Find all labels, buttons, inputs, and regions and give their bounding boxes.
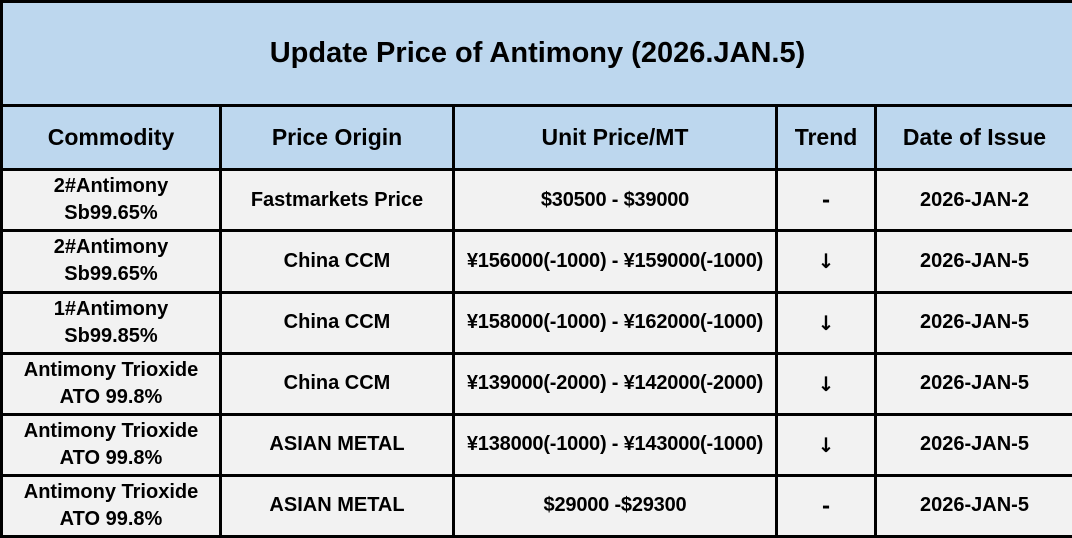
- table-row: Antimony Trioxide ATO 99.8% ASIAN METAL …: [0, 412, 1072, 477]
- price-origin-cell: China CCM: [219, 290, 455, 355]
- commodity-cell: Antimony Trioxide ATO 99.8%: [0, 473, 222, 538]
- title-row: Update Price of Antimony (2026.JAN.5): [0, 0, 1072, 108]
- date-of-issue-cell: 2026-JAN-5: [874, 351, 1072, 416]
- commodity-cell: 1#Antimony Sb99.85%: [0, 290, 222, 355]
- trend-flat-indicator: -: [775, 473, 877, 538]
- page-title: Update Price of Antimony (2026.JAN.5): [0, 0, 1072, 108]
- commodity-cell: Antimony Trioxide ATO 99.8%: [0, 412, 222, 477]
- trend-down-arrow-icon: ↓: [775, 290, 877, 355]
- price-origin-cell: ASIAN METAL: [219, 473, 455, 538]
- table-row: 1#Antimony Sb99.85% China CCM ¥158000(-1…: [0, 290, 1072, 355]
- trend-down-arrow-icon: ↓: [775, 412, 877, 477]
- date-of-issue-cell: 2026-JAN-5: [874, 473, 1072, 538]
- column-header-unit-price: Unit Price/MT: [452, 104, 778, 172]
- column-header-price-origin: Price Origin: [219, 104, 455, 172]
- unit-price-cell: ¥158000(-1000) - ¥162000(-1000): [452, 290, 778, 355]
- date-of-issue-cell: 2026-JAN-2: [874, 168, 1072, 233]
- price-origin-cell: Fastmarkets Price: [219, 168, 455, 233]
- commodity-cell: Antimony Trioxide ATO 99.8%: [0, 351, 222, 416]
- column-header-commodity: Commodity: [0, 104, 222, 172]
- table-row: 2#Antimony Sb99.65% Fastmarkets Price $3…: [0, 168, 1072, 233]
- commodity-cell: 2#Antimony Sb99.65%: [0, 229, 222, 294]
- column-header-trend: Trend: [775, 104, 877, 172]
- unit-price-cell: $29000 -$29300: [452, 473, 778, 538]
- column-header-date-of-issue: Date of Issue: [874, 104, 1072, 172]
- unit-price-cell: ¥139000(-2000) - ¥142000(-2000): [452, 351, 778, 416]
- date-of-issue-cell: 2026-JAN-5: [874, 290, 1072, 355]
- trend-down-arrow-icon: ↓: [775, 229, 877, 294]
- unit-price-cell: $30500 - $39000: [452, 168, 778, 233]
- commodity-cell: 2#Antimony Sb99.65%: [0, 168, 222, 233]
- date-of-issue-cell: 2026-JAN-5: [874, 229, 1072, 294]
- date-of-issue-cell: 2026-JAN-5: [874, 412, 1072, 477]
- unit-price-cell: ¥138000(-1000) - ¥143000(-1000): [452, 412, 778, 477]
- table-row: 2#Antimony Sb99.65% China CCM ¥156000(-1…: [0, 229, 1072, 294]
- price-origin-cell: ASIAN METAL: [219, 412, 455, 477]
- table-header-row: Commodity Price Origin Unit Price/MT Tre…: [0, 104, 1072, 172]
- price-origin-cell: China CCM: [219, 229, 455, 294]
- trend-down-arrow-icon: ↓: [775, 351, 877, 416]
- unit-price-cell: ¥156000(-1000) - ¥159000(-1000): [452, 229, 778, 294]
- table-row: Antimony Trioxide ATO 99.8% ASIAN METAL …: [0, 473, 1072, 538]
- table-row: Antimony Trioxide ATO 99.8% China CCM ¥1…: [0, 351, 1072, 416]
- price-origin-cell: China CCM: [219, 351, 455, 416]
- trend-flat-indicator: -: [775, 168, 877, 233]
